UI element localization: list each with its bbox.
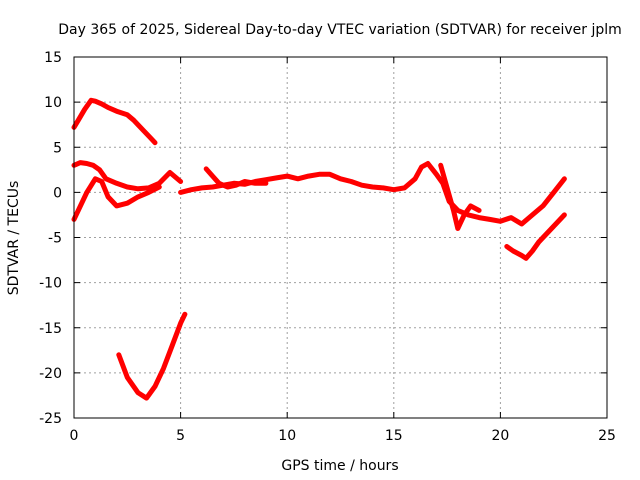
y-axis-title: SDTVAR / TECUs (6, 181, 22, 296)
y-tick-label: 0 (53, 185, 62, 201)
y-tick-label: 5 (53, 140, 62, 156)
series-line-segment-2 (71, 160, 184, 192)
x-tick-label: 15 (385, 428, 403, 444)
y-tick-label: -25 (39, 411, 62, 427)
series-line-segment-3 (71, 176, 162, 222)
x-tick-label: 25 (598, 428, 616, 444)
series-layer (71, 97, 567, 401)
x-axis-title: GPS time / hours (281, 458, 398, 474)
y-tick-label: 10 (44, 95, 62, 111)
x-tick-label: 5 (176, 428, 185, 444)
series-line-segment-4 (116, 311, 188, 401)
y-tick-label: -10 (39, 276, 62, 292)
ticks: 0 5 10 15 20 25 15 10 5 0 -5 -10 -15 -20 -25 (39, 50, 616, 444)
grid (74, 57, 607, 418)
x-tick-label: 10 (278, 428, 296, 444)
x-tick-label: 0 (70, 428, 79, 444)
series-line-segment-8 (504, 212, 567, 261)
series-line-segment-7 (438, 162, 482, 231)
y-tick-label: 15 (44, 50, 62, 66)
chart-title: Day 365 of 2025, Sidereal Day-to-day VTE… (58, 22, 622, 38)
y-tick-label: -5 (48, 231, 62, 247)
x-tick-label: 20 (491, 428, 509, 444)
series-line-segment-6 (203, 166, 269, 190)
y-tick-label: -15 (39, 321, 62, 337)
series-line-segment-1 (71, 97, 158, 146)
y-tick-label: -20 (39, 366, 62, 382)
